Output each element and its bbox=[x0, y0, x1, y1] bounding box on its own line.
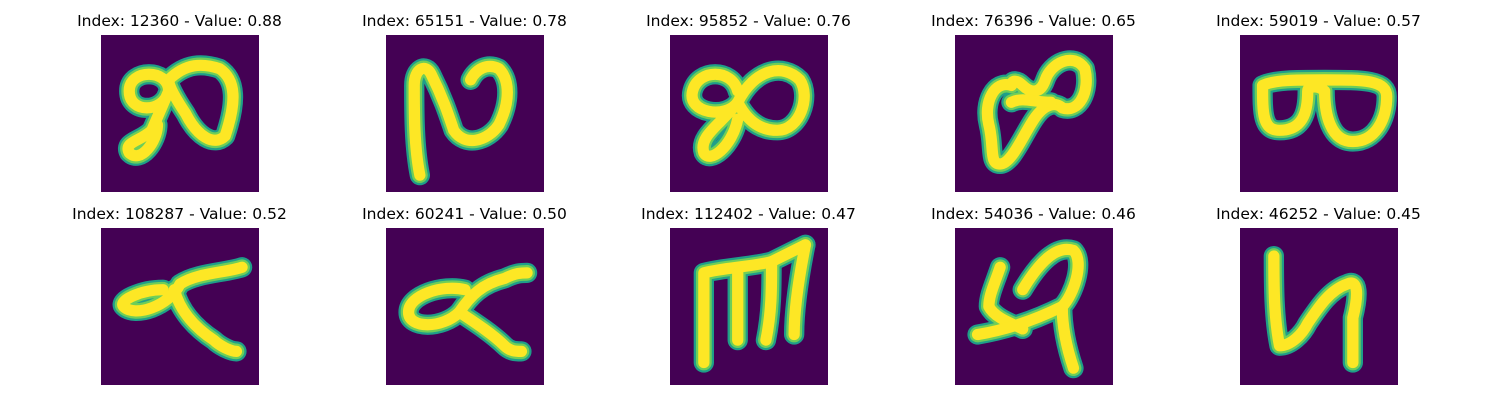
glyph-image bbox=[670, 35, 828, 192]
panel-title: Index: 60241 - Value: 0.50 bbox=[362, 205, 567, 223]
glyph-image bbox=[386, 228, 544, 385]
image-panel-4: Index: 76396 - Value: 0.65 bbox=[891, 0, 1176, 192]
image-panel-7: Index: 60241 - Value: 0.50 bbox=[322, 193, 607, 385]
panel-title: Index: 54036 - Value: 0.46 bbox=[931, 205, 1136, 223]
image-panel-8: Index: 112402 - Value: 0.47 bbox=[606, 193, 891, 385]
panel-title: Index: 65151 - Value: 0.78 bbox=[362, 12, 567, 30]
glyph-image bbox=[101, 228, 259, 385]
glyph-image bbox=[955, 228, 1113, 385]
panel-title: Index: 59019 - Value: 0.57 bbox=[1216, 12, 1421, 30]
glyph-image bbox=[101, 35, 259, 192]
glyph-image bbox=[1240, 228, 1398, 385]
panel-title: Index: 108287 - Value: 0.52 bbox=[72, 205, 287, 223]
image-panel-3: Index: 95852 - Value: 0.76 bbox=[606, 0, 891, 192]
image-panel-1: Index: 12360 - Value: 0.88 bbox=[37, 0, 322, 192]
image-panel-6: Index: 108287 - Value: 0.52 bbox=[37, 193, 322, 385]
glyph-image bbox=[955, 35, 1113, 192]
glyph-image bbox=[1240, 35, 1398, 192]
panel-title: Index: 112402 - Value: 0.47 bbox=[641, 205, 856, 223]
panel-title: Index: 95852 - Value: 0.76 bbox=[646, 12, 851, 30]
glyph-image bbox=[670, 228, 828, 385]
panel-title: Index: 46252 - Value: 0.45 bbox=[1216, 205, 1421, 223]
image-panel-5: Index: 59019 - Value: 0.57 bbox=[1176, 0, 1461, 192]
panel-title: Index: 76396 - Value: 0.65 bbox=[931, 12, 1136, 30]
panel-title: Index: 12360 - Value: 0.88 bbox=[77, 12, 282, 30]
image-panel-2: Index: 65151 - Value: 0.78 bbox=[322, 0, 607, 192]
image-panel-10: Index: 46252 - Value: 0.45 bbox=[1176, 193, 1461, 385]
glyph-image bbox=[386, 35, 544, 192]
image-panel-9: Index: 54036 - Value: 0.46 bbox=[891, 193, 1176, 385]
